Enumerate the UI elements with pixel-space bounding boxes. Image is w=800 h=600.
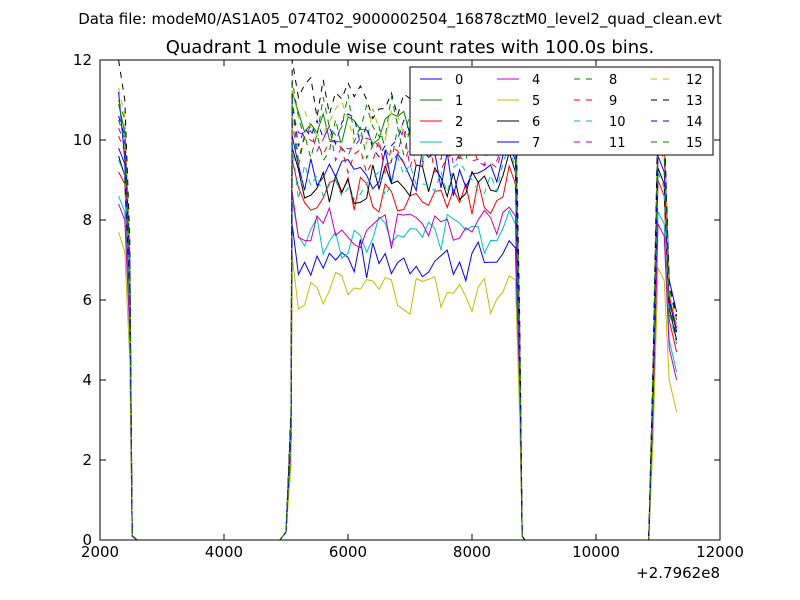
series-line-6 [118,147,678,541]
chart-suptitle: Data file: modeM0/AS1A05_074T02_90000025… [78,10,722,29]
series-line-13 [118,59,678,541]
legend-label-14: 14 [686,115,703,130]
legend-label-11: 11 [609,136,626,151]
legend-label-0: 0 [455,73,463,88]
y-tick-label: 4 [82,371,92,389]
series-line-14 [118,99,678,541]
legend-label-10: 10 [609,115,626,130]
series-line-15 [118,103,678,541]
y-tick-label: 6 [82,291,92,309]
legend-label-7: 7 [532,136,540,151]
legend-label-15: 15 [686,136,703,151]
legend-label-9: 9 [609,94,617,109]
x-offset-label: +2.7962e8 [636,564,720,582]
legend-label-6: 6 [532,115,540,130]
legend-label-4: 4 [532,73,540,88]
legend-label-13: 13 [686,94,703,109]
y-tick-label: 2 [82,451,92,469]
series-line-7 [118,135,678,541]
x-tick-label: 12000 [696,543,744,561]
legend-box [409,66,714,156]
y-tick-label: 10 [73,131,92,149]
series-line-10 [118,143,678,541]
x-tick-label: 10000 [572,543,620,561]
series-line-1 [118,91,678,541]
series-line-9 [118,119,678,541]
y-tick-label: 8 [82,211,92,229]
y-tick-label: 0 [82,531,92,549]
x-tick-label: 8000 [453,543,491,561]
legend-label-2: 2 [455,115,463,130]
series-line-0 [118,91,678,541]
series-line-5 [118,231,678,541]
series-line-2 [118,159,678,541]
series-line-4 [118,191,678,541]
x-tick-label: 4000 [205,543,243,561]
legend-label-3: 3 [455,136,463,151]
legend-label-5: 5 [532,94,540,109]
x-tick-label: 2000 [81,543,119,561]
series-line-3 [118,195,678,541]
series-line-11 [118,111,678,541]
x-tick-label: 6000 [329,543,367,561]
legend-label-12: 12 [686,73,703,88]
legend-label-1: 1 [455,94,463,109]
legend-label-8: 8 [609,73,617,88]
y-tick-label: 12 [73,51,92,69]
chart-title: Quadrant 1 module wise count rates with … [166,37,655,58]
